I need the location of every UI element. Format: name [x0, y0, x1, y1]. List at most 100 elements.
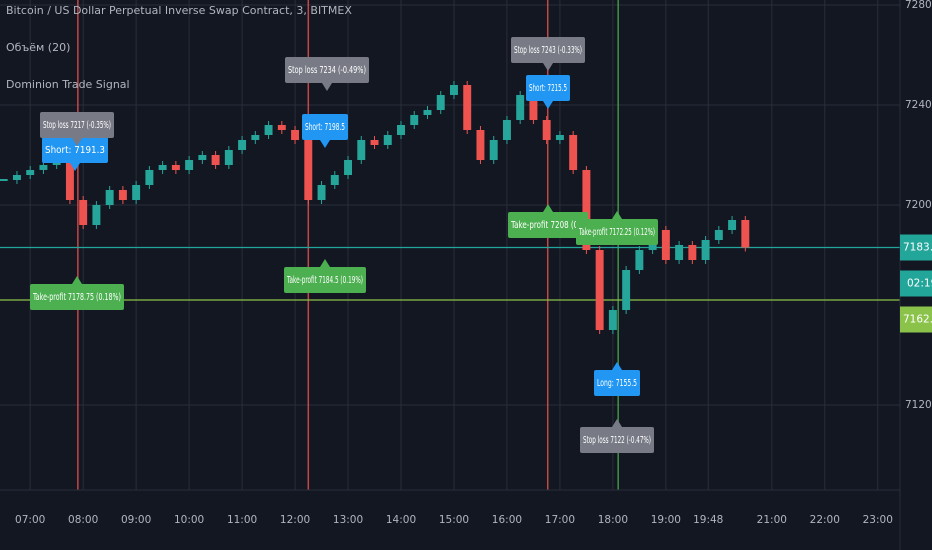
candle-body — [423, 110, 432, 115]
candle-body — [198, 155, 207, 160]
annotation-pointer — [543, 204, 553, 212]
axes: 7280.0 7240.0 7200.0 7120.0 07:00 08:00 09:00 1… — [15, 0, 932, 526]
chart-title: Bitcoin / US Dollar Perpetual Inverse Sw… — [6, 4, 352, 17]
signal-annotation: Stop loss 7234 (-0.49%) — [285, 57, 369, 91]
indicator-label: Dominion Trade Signal — [6, 78, 130, 91]
candle-body — [65, 160, 74, 200]
x-tick-label: 22:00 — [810, 514, 840, 526]
annotation-pointer — [543, 63, 553, 71]
candle-body — [277, 125, 286, 130]
candle-body — [555, 135, 564, 140]
candle-body — [291, 130, 300, 140]
candle-body — [450, 85, 458, 95]
y-tick-label: 7280.0 — [905, 0, 932, 11]
x-tick-label: 23:00 — [863, 514, 893, 526]
x-tick-label: 13:00 — [333, 514, 363, 526]
candle-body — [105, 190, 114, 205]
annotation-pointer — [612, 362, 622, 370]
candle-body — [489, 140, 498, 160]
candle-body — [238, 140, 247, 150]
annotation-pointer — [543, 101, 553, 109]
candle-body — [370, 140, 379, 145]
annotation-text: Long: 7155.5 — [597, 378, 637, 389]
countdown: 02:19 — [907, 278, 932, 290]
x-tick-label: 08:00 — [68, 514, 98, 526]
x-tick-label: 17:00 — [545, 514, 575, 526]
candle-body — [118, 190, 127, 200]
indicator-label: Объём (20) — [6, 41, 70, 54]
candle-body — [264, 125, 273, 135]
signal-annotation: Take-profit 7184.5 (0.19%) — [284, 259, 366, 293]
annotation-box — [284, 267, 366, 293]
candle-body — [701, 240, 710, 260]
candle-body — [317, 185, 326, 200]
annotation-pointer — [70, 163, 80, 171]
x-tick-label: 12:00 — [280, 514, 310, 526]
countdown-box — [900, 270, 932, 297]
annotation-text: Stop loss 7234 (-0.49%) — [288, 65, 366, 76]
candle-body — [92, 205, 101, 225]
annotation-pointer — [322, 83, 332, 91]
candle-body — [622, 270, 631, 310]
candle-body — [529, 95, 538, 120]
candle-body — [476, 130, 485, 160]
annotation-box — [576, 219, 658, 245]
candle-body — [410, 115, 419, 125]
annotation-box — [42, 137, 108, 163]
signal-annotation: Take-profit 7172.25 (0.12%) — [576, 211, 658, 245]
annotation-pointer — [320, 259, 330, 267]
annotation-text: Short: 7191.3 — [45, 145, 105, 156]
candle-body — [158, 165, 167, 170]
signal-annotation: Stop loss 7243 (-0.33%) — [511, 37, 585, 71]
y-tick-label: 7240.0 — [905, 99, 932, 111]
candle-body — [12, 175, 21, 180]
candle-body — [330, 175, 339, 185]
x-tick-label: 14:00 — [386, 514, 416, 526]
x-tick-label: 10:00 — [174, 514, 204, 526]
annotation-box — [580, 427, 654, 453]
level-label-box — [900, 306, 932, 333]
candle-body — [171, 165, 180, 170]
candle-body — [569, 135, 578, 170]
annotation-box — [302, 114, 348, 140]
candle-body — [357, 140, 366, 160]
candle-body — [608, 310, 617, 330]
candle-body — [304, 140, 313, 200]
annotation-text: Short: 7198.5 — [305, 122, 345, 133]
candle-body — [728, 220, 737, 230]
candle-body — [185, 160, 194, 170]
annotation-box — [508, 212, 588, 238]
candle-body — [741, 220, 750, 248]
y-tick-label: 7120.0 — [905, 399, 932, 411]
candle-body — [635, 250, 644, 270]
x-tick-label: 11:00 — [227, 514, 257, 526]
annotation-text: Take-profit 7208 (0.1 — [510, 220, 585, 231]
signal-annotation: Take-profit 7178.75 (0.18%) — [30, 276, 124, 310]
candle-body — [224, 150, 233, 165]
candle-body — [688, 245, 697, 260]
annotation-pointer — [612, 419, 622, 427]
candle-body — [675, 245, 684, 260]
x-tick-label: 07:00 — [15, 514, 45, 526]
candle-body — [502, 120, 511, 140]
x-tick-label: 16:00 — [492, 514, 522, 526]
annotations: Short: 7191.3 Stop loss 7217 (-0.35%) Take… — [30, 37, 658, 453]
signal-annotation: Take-profit 7208 (0.1 — [508, 204, 588, 238]
candle-body — [211, 155, 220, 165]
annotation-box — [40, 112, 114, 138]
annotation-box — [511, 37, 585, 63]
annotation-text: Short: 7215.5 — [529, 83, 567, 94]
x-tick-label: 21:00 — [757, 514, 787, 526]
candle-body — [397, 125, 405, 135]
signal-annotation: Short: 7215.5 — [526, 75, 570, 109]
annotation-pointer — [72, 276, 82, 284]
annotation-box — [30, 284, 124, 310]
signal-annotation: Stop loss 7122 (-0.47%) — [580, 419, 654, 453]
level-label: 7183.0 — [903, 242, 932, 254]
annotation-text: Stop loss 7243 (-0.33%) — [514, 45, 582, 56]
x-tick-label: 19:00 — [651, 514, 681, 526]
candle-body — [344, 160, 353, 175]
x-tick-label: 18:00 — [598, 514, 628, 526]
signal-annotation: Stop loss 7217 (-0.35%) — [40, 112, 114, 146]
candle-body — [145, 170, 154, 185]
